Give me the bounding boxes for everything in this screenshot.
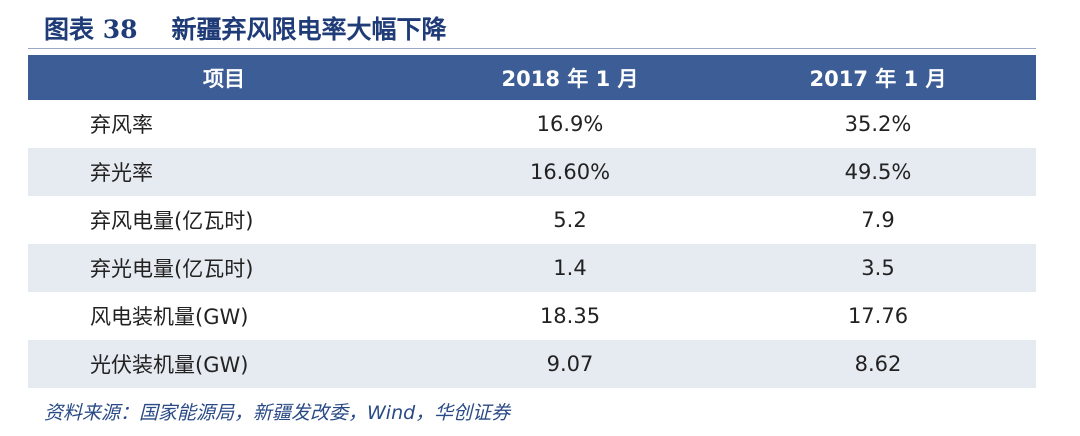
cell: 17.76 xyxy=(847,304,909,328)
row-label: 风电装机量(GW) xyxy=(90,305,249,329)
cell: 18.35 xyxy=(539,304,601,328)
row-label: 弃风电量(亿瓦时) xyxy=(90,209,254,233)
cell: 35.2% xyxy=(844,112,912,136)
row-label: 弃光率 xyxy=(28,148,420,196)
cell: 9.07 xyxy=(420,340,720,388)
column-header: 2018 年 1 月 xyxy=(420,55,720,100)
title: 图表 38 新疆弃风限电率大幅下降 xyxy=(44,10,481,46)
cell: 8.62 xyxy=(720,340,1036,388)
title-text: 新疆弃风限电率大幅下降 xyxy=(171,15,447,44)
table-row: 弃光率 16.60% 49.5% xyxy=(28,148,1036,196)
table-row: 风电装机量(GW) 18.35 17.76 xyxy=(28,292,1036,340)
table-row: 光伏装机量(GW) 9.07 8.62 xyxy=(28,340,1036,388)
column-header: 项目 xyxy=(28,55,420,100)
cell: 5.2 xyxy=(553,208,587,232)
cell: 7.9 xyxy=(861,208,895,232)
title-label: 图表 38 xyxy=(44,15,138,44)
row-label: 弃光电量(亿瓦时) xyxy=(28,244,420,292)
table-body: 弃风率 16.9% 35.2% 弃光率 16.60% 49.5% 弃风电量(亿瓦时) 5.2 7… xyxy=(28,100,1036,388)
table: 项目 2018 年 1 月 2017 年 1 月 弃风率 16.9% 35.2% 弃光… xyxy=(28,55,1036,388)
table-row: 弃风电量(亿瓦时) 5.2 7.9 xyxy=(28,196,1036,244)
cell: 16.9% xyxy=(536,112,604,136)
row-label: 弃风率 xyxy=(90,113,153,137)
column-header: 2017 年 1 月 xyxy=(720,55,1036,100)
cell: 49.5% xyxy=(720,148,1036,196)
cell: 16.60% xyxy=(420,148,720,196)
header-row: 项目 2018 年 1 月 2017 年 1 月 xyxy=(28,55,1036,100)
row-label: 光伏装机量(GW) xyxy=(28,340,420,388)
cell: 1.4 xyxy=(420,244,720,292)
title-rule xyxy=(28,48,1036,49)
table-row: 弃光电量(亿瓦时) 1.4 3.5 xyxy=(28,244,1036,292)
cell: 3.5 xyxy=(720,244,1036,292)
source-note: 资料来源：国家能源局，新疆发改委，Wind，华创证券 xyxy=(44,402,511,424)
table-row: 弃风率 16.9% 35.2% xyxy=(28,100,1036,148)
